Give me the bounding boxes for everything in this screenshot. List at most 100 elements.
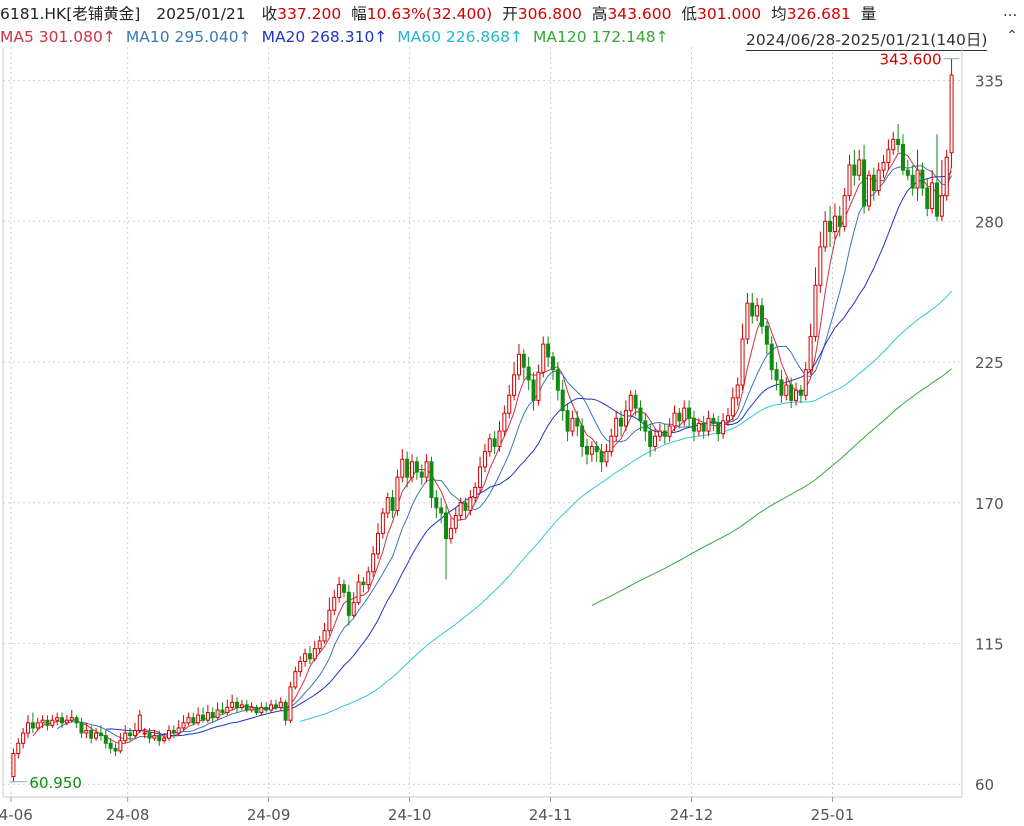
- candle: [142, 727, 147, 739]
- candle: [205, 704, 210, 723]
- candle-body: [414, 461, 419, 473]
- candle: [468, 489, 473, 516]
- candle-body: [925, 187, 930, 210]
- candle: [147, 727, 152, 744]
- candle: [502, 405, 507, 437]
- candle-body: [900, 144, 905, 171]
- candle-body: [439, 507, 444, 514]
- candle: [599, 443, 604, 473]
- candle-body: [657, 430, 662, 437]
- candle-body: [448, 527, 453, 540]
- candle-body: [575, 417, 580, 427]
- candle-body: [220, 709, 225, 714]
- candle-body: [361, 581, 366, 586]
- candle: [473, 482, 478, 503]
- candle-body: [327, 609, 332, 632]
- candle-body: [186, 717, 191, 724]
- candle: [317, 635, 322, 654]
- candle-body: [94, 732, 99, 739]
- candle-body: [453, 515, 458, 529]
- collapse-toggle-icon[interactable]: ⌃: [1006, 28, 1018, 44]
- candle-body: [11, 753, 16, 778]
- candle-body: [541, 343, 546, 373]
- x-tick-label: 25-01: [811, 806, 855, 824]
- candle-body: [162, 737, 167, 742]
- candle-body: [40, 719, 45, 724]
- candle: [128, 727, 133, 741]
- candle: [64, 715, 69, 726]
- candle: [764, 321, 769, 355]
- candle-body: [750, 302, 755, 317]
- candle-body: [696, 422, 701, 432]
- candle-body: [366, 571, 371, 586]
- candle-body: [196, 714, 201, 724]
- candle-body: [307, 653, 312, 660]
- x-tick-label: 24-11: [529, 806, 573, 824]
- candle: [176, 720, 181, 736]
- candle: [419, 464, 424, 485]
- date-range-selector[interactable]: 2024/06/28-2025/01/21(140日): [746, 28, 988, 51]
- candle-body: [764, 325, 769, 345]
- candle: [740, 323, 745, 391]
- candle: [628, 390, 633, 416]
- candle-body: [98, 732, 103, 737]
- candle-body: [828, 220, 833, 233]
- candle: [497, 420, 502, 452]
- candle-body: [667, 425, 672, 437]
- candle: [604, 443, 609, 467]
- candle: [575, 410, 580, 437]
- ma5-legend: MA5 301.080↑: [0, 28, 116, 46]
- candle-body: [79, 722, 84, 734]
- candle-body: [273, 704, 278, 708]
- candle-body: [769, 343, 774, 371]
- candle-body: [512, 374, 517, 396]
- candle: [541, 336, 546, 378]
- candle-body: [278, 701, 283, 708]
- candle: [633, 390, 638, 416]
- candle: [200, 707, 206, 723]
- candle: [444, 505, 449, 580]
- candle-body: [322, 630, 327, 642]
- candle: [555, 362, 560, 401]
- candle: [896, 124, 901, 153]
- candle: [852, 149, 857, 186]
- candle: [288, 681, 293, 723]
- candle-body: [298, 660, 303, 673]
- candle: [842, 188, 847, 232]
- candle: [424, 454, 429, 483]
- candle: [823, 211, 828, 253]
- candle-body: [823, 220, 828, 248]
- candle: [813, 267, 818, 342]
- candle: [332, 589, 337, 616]
- candle: [828, 205, 833, 247]
- candle: [50, 715, 55, 728]
- candle: [371, 546, 376, 577]
- candle-body: [30, 722, 35, 729]
- candle: [492, 431, 497, 455]
- candle-body: [283, 701, 288, 721]
- high-label: 高: [591, 5, 608, 23]
- candle: [832, 203, 837, 240]
- more-menu-button[interactable]: ...: [1003, 2, 1018, 20]
- candle: [341, 579, 346, 598]
- candle: [269, 699, 274, 713]
- candle: [672, 405, 677, 432]
- candle: [16, 738, 21, 759]
- candle: [312, 640, 317, 662]
- candle-body: [74, 717, 79, 724]
- candle: [351, 592, 356, 618]
- candle: [546, 336, 551, 368]
- x-tick-label: 24-10: [388, 806, 432, 824]
- candle: [186, 712, 191, 726]
- change-value: 10.63%(32.400): [366, 5, 493, 23]
- candle: [244, 699, 249, 713]
- candle-body: [653, 435, 658, 447]
- candle-body: [60, 717, 65, 724]
- candle: [721, 413, 726, 439]
- candle: [283, 699, 288, 726]
- candle-body: [123, 732, 128, 742]
- candle: [944, 149, 949, 201]
- candle: [779, 369, 784, 403]
- candle-body: [638, 407, 643, 422]
